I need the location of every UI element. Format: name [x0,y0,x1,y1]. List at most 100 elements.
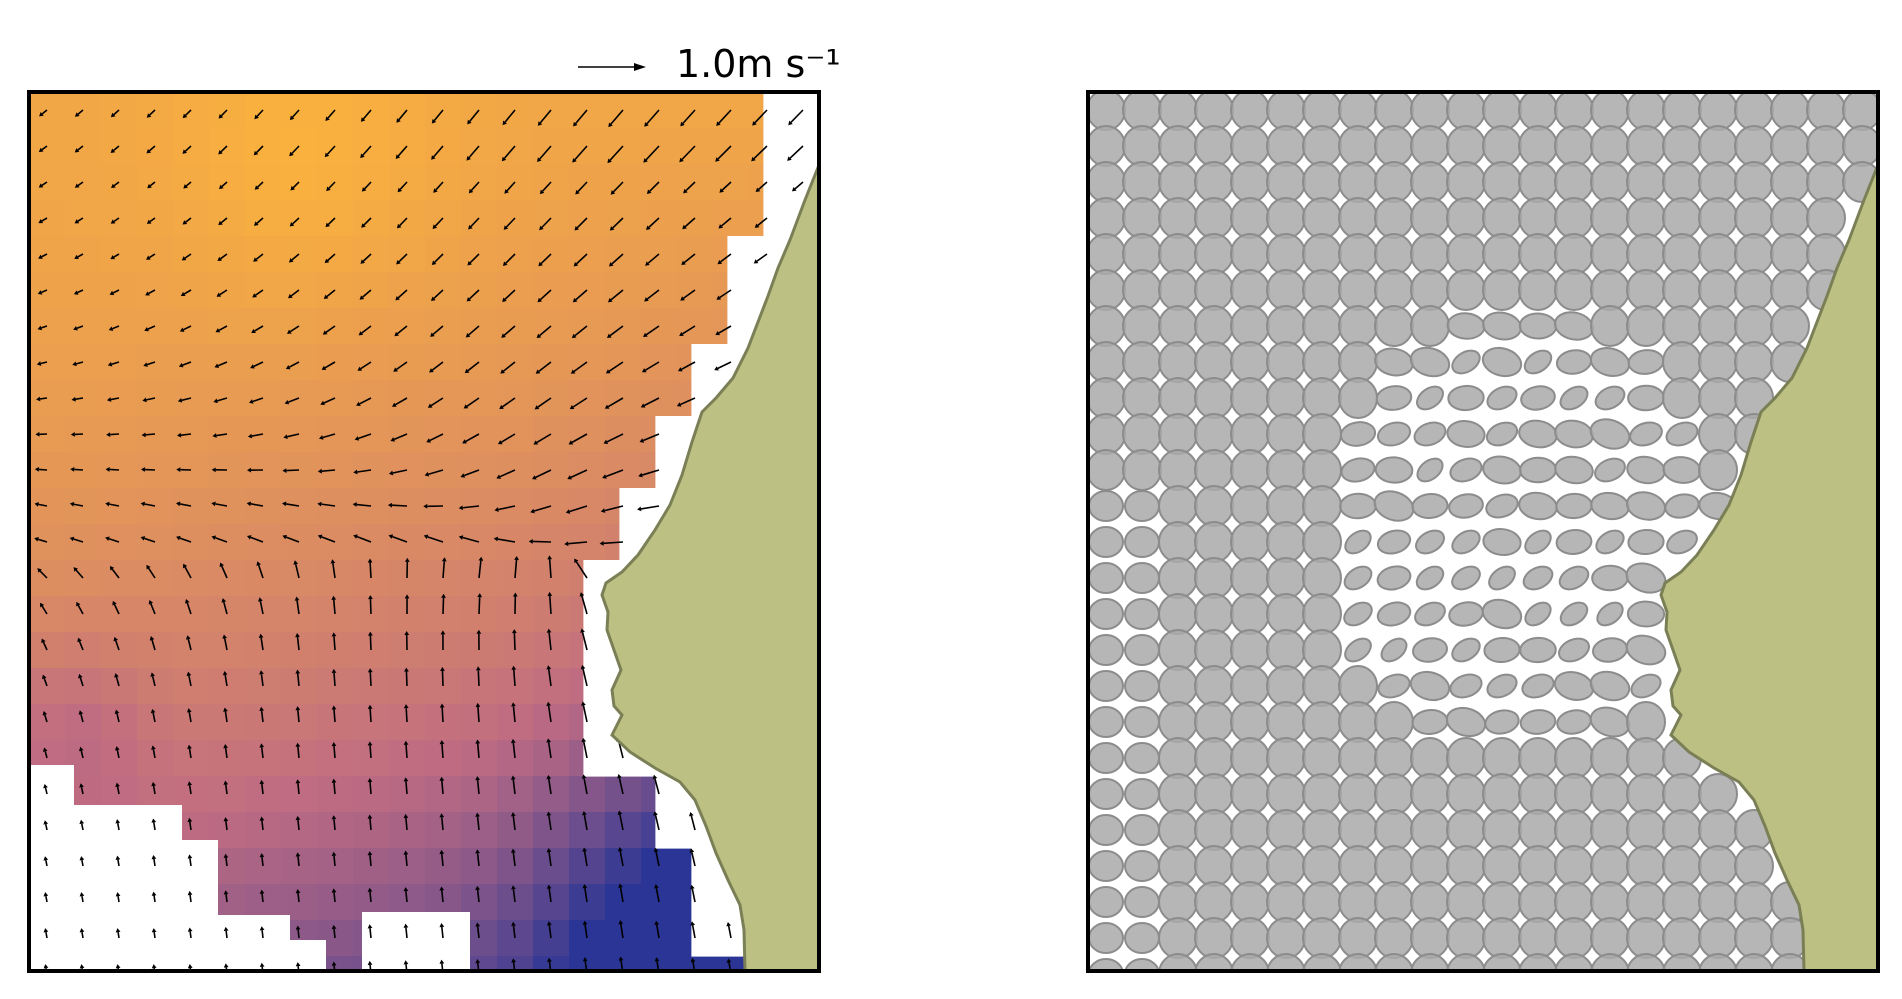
strain-ellipse [1555,349,1593,375]
heatmap-cell [173,380,210,417]
velocity-arrow [325,109,336,122]
strain-ellipse [1374,953,1414,971]
strain-ellipse [1770,161,1810,203]
strain-ellipse [1266,629,1306,671]
heatmap-cell [245,236,282,273]
strain-ellipse [1410,917,1450,959]
strain-ellipse [1698,881,1738,923]
heatmap-cell [65,128,102,165]
velocity-arrow [646,181,660,195]
heatmap-cell [317,812,354,849]
velocity-arrow [182,109,192,119]
velocity-arrow [617,774,624,795]
heatmap-cell [317,704,354,741]
heatmap-cell [497,848,534,885]
velocity-arrow [680,109,696,127]
velocity-arrow [79,819,85,831]
strain-ellipse [1554,197,1594,239]
velocity-arrow [69,536,84,543]
velocity-arrow [468,181,480,194]
strain-ellipse [1447,384,1485,412]
strain-ellipse [1230,593,1270,635]
heatmap-cell [641,344,678,381]
strain-ellipse [1482,881,1522,923]
velocity-arrow [176,432,192,438]
strain-ellipse [1482,311,1522,341]
strain-ellipse [1230,233,1270,275]
strain-ellipse [1698,809,1738,851]
heatmap-cell [317,488,354,525]
strain-ellipse [1665,421,1699,447]
heatmap-cell [425,272,462,309]
strain-ellipse [1230,773,1270,815]
velocity-arrow [283,433,300,440]
strain-ellipse [1088,814,1124,846]
velocity-arrow [78,710,84,723]
heatmap-cell [497,416,534,453]
velocity-arrow [289,109,300,121]
strain-ellipse [1698,92,1738,131]
strain-ellipse [1088,490,1124,522]
strain-ellipse [1194,917,1234,959]
velocity-arrow [112,600,120,615]
velocity-arrow [144,325,156,332]
strain-ellipse [1088,850,1124,882]
velocity-arrow [388,534,408,543]
no-data-region [362,912,470,971]
velocity-arrow [394,325,408,337]
velocity-arrow [387,502,408,508]
heatmap-cell [209,632,246,669]
heatmap-cell [65,668,102,705]
heatmap-cell [245,848,282,885]
velocity-arrow [253,253,264,262]
strain-ellipse [1482,809,1522,851]
strain-ellipse [1302,377,1342,419]
velocity-arrow [367,558,373,579]
strain-ellipse [1230,269,1270,311]
velocity-arrow [404,667,409,687]
strain-ellipse [1194,629,1234,671]
heatmap-cell [173,308,210,345]
velocity-arrow [403,777,409,795]
velocity-arrow [504,181,516,194]
heatmap-cell [281,308,318,345]
heatmap-cell [605,416,642,453]
strain-ellipse [1374,197,1414,239]
strain-ellipse [1124,742,1160,774]
velocity-arrow [538,253,552,267]
velocity-arrow [607,145,624,164]
strain-ellipse [1088,562,1124,594]
velocity-arrow [537,145,552,162]
velocity-arrow [145,289,156,296]
heatmap-cell [317,524,354,561]
strain-ellipse [1338,197,1378,239]
strain-ellipse [1446,92,1486,131]
velocity-arrow [423,503,444,509]
velocity-arrow [676,397,696,407]
velocity-arrow [282,468,300,473]
strain-ellipse [1416,385,1444,411]
heatmap-cell [317,596,354,633]
heatmap-cell [317,956,354,971]
velocity-arrow [43,892,49,903]
heatmap-cell [569,524,606,561]
strain-ellipse [1482,92,1522,131]
velocity-arrow [502,109,516,126]
heatmap-cell [281,200,318,237]
velocity-arrow [361,217,372,228]
heatmap-cell [317,740,354,777]
heatmap-cell [245,884,282,921]
velocity-arrow [514,556,519,579]
velocity-arrow [569,397,588,410]
strain-ellipse [1338,269,1378,311]
strain-ellipse [1485,421,1519,447]
heatmap-cell [605,380,642,417]
strain-ellipse [1194,449,1234,491]
velocity-arrow [637,505,660,512]
velocity-arrow [690,921,696,939]
velocity-arrow [353,469,372,475]
strain-ellipse [1374,269,1414,311]
velocity-arrow [439,776,445,795]
strain-ellipse [1554,419,1594,449]
heatmap-cell [533,452,570,489]
